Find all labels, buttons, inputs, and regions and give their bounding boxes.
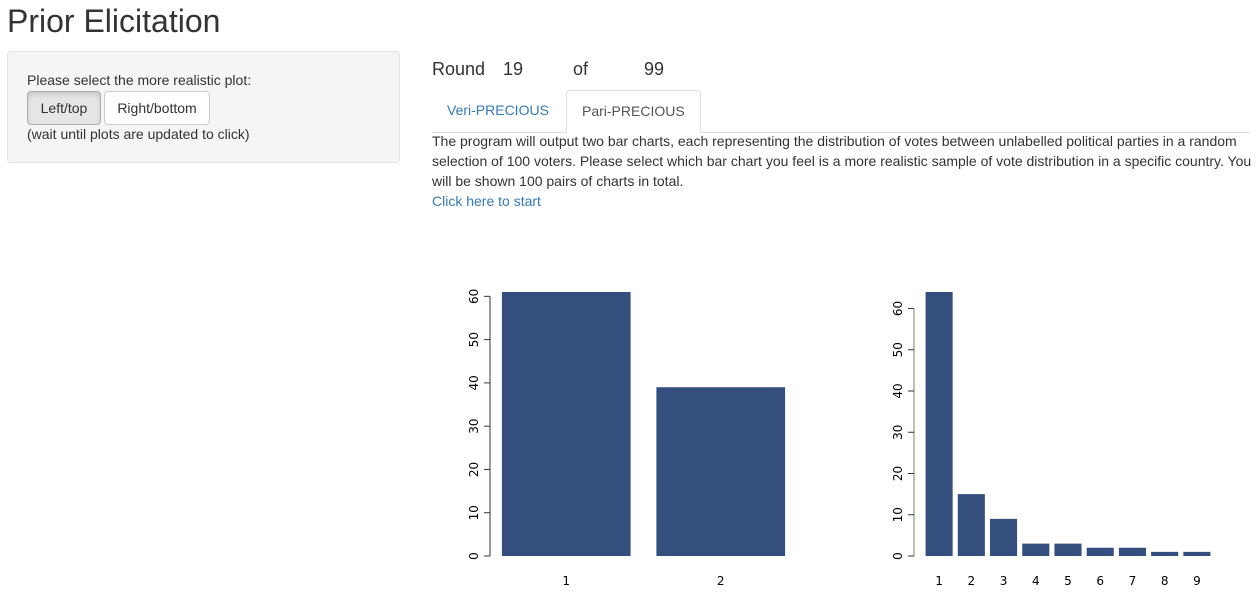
category-label: 1 bbox=[935, 574, 943, 588]
category-label: 7 bbox=[1129, 574, 1137, 588]
bar bbox=[990, 518, 1018, 556]
category-label: 5 bbox=[1064, 574, 1072, 588]
right-bottom-button[interactable]: Right/bottom bbox=[104, 91, 210, 125]
bar bbox=[1118, 547, 1146, 556]
instructions-text: The program will output two bar charts, … bbox=[432, 133, 1252, 189]
bar bbox=[1086, 547, 1114, 556]
y-tick-label: 50 bbox=[891, 342, 905, 357]
y-tick-label: 30 bbox=[467, 419, 481, 434]
y-tick-label: 60 bbox=[467, 289, 481, 304]
start-link[interactable]: Click here to start bbox=[432, 193, 541, 209]
y-tick-label: 40 bbox=[467, 375, 481, 390]
page-title: Prior Elicitation bbox=[7, 3, 221, 39]
y-tick-label: 10 bbox=[891, 507, 905, 522]
bar bbox=[1183, 551, 1211, 556]
left-bar-chart[interactable]: 0 10 20 30 40 50 60 1 2 bbox=[440, 280, 800, 590]
category-label: 1 bbox=[562, 574, 570, 588]
y-tick-label: 20 bbox=[467, 462, 481, 477]
selection-prompt: Please select the more realistic plot: bbox=[27, 72, 252, 88]
category-label: 2 bbox=[717, 574, 725, 588]
left-top-button[interactable]: Left/top bbox=[27, 91, 101, 125]
y-tick-label: 10 bbox=[467, 505, 481, 520]
bar bbox=[1054, 543, 1082, 556]
category-label: 3 bbox=[1000, 574, 1008, 588]
category-label: 9 bbox=[1193, 574, 1201, 588]
tab-veri-precious[interactable]: Veri-PRECIOUS bbox=[447, 102, 549, 118]
wait-note: (wait until plots are updated to click) bbox=[27, 126, 250, 142]
round-current: 19 bbox=[503, 59, 524, 79]
category-label: 2 bbox=[968, 574, 976, 588]
y-tick-label: 0 bbox=[891, 552, 905, 560]
tab-bar: Veri-PRECIOUS Pari-PRECIOUS bbox=[432, 90, 1250, 133]
round-total: 99 bbox=[644, 59, 665, 79]
y-tick-label: 50 bbox=[467, 332, 481, 347]
round-of-label: of bbox=[573, 59, 589, 79]
right-bar-chart[interactable]: 0 10 20 30 40 50 60 1 2 3 4 5 6 7 8 9 bbox=[880, 280, 1230, 590]
y-tick-label: 40 bbox=[891, 383, 905, 398]
category-label: 4 bbox=[1032, 574, 1040, 588]
round-label: Round bbox=[432, 59, 486, 79]
y-tick-label: 20 bbox=[891, 466, 905, 481]
category-label: 6 bbox=[1096, 574, 1104, 588]
bar bbox=[1022, 543, 1050, 556]
y-tick-label: 60 bbox=[891, 301, 905, 316]
y-tick-label: 30 bbox=[891, 425, 905, 440]
y-tick-label: 0 bbox=[467, 552, 481, 560]
tab-pari-precious[interactable]: Pari-PRECIOUS bbox=[566, 90, 701, 133]
selection-panel: Please select the more realistic plot: L… bbox=[7, 51, 400, 163]
bar bbox=[656, 387, 786, 556]
bar bbox=[957, 494, 985, 556]
bar bbox=[925, 292, 953, 556]
bar bbox=[1151, 551, 1179, 556]
bar bbox=[501, 292, 631, 556]
category-label: 8 bbox=[1161, 574, 1169, 588]
